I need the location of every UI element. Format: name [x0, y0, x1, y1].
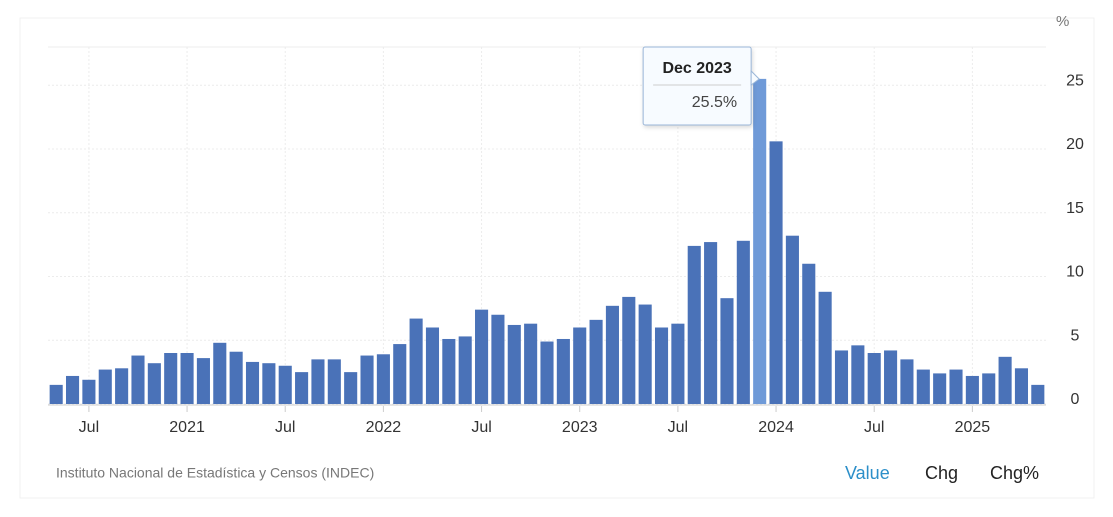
bar [540, 341, 554, 404]
bar [327, 359, 341, 404]
bar [965, 375, 979, 404]
bar [213, 342, 227, 404]
bar [360, 355, 374, 404]
bar [131, 355, 145, 404]
bar [393, 344, 407, 404]
bar [769, 141, 783, 404]
bar [65, 375, 80, 404]
bar [687, 245, 701, 404]
bar [573, 327, 587, 404]
bar [622, 296, 636, 404]
bar [491, 314, 505, 404]
bar [834, 350, 849, 404]
x-tick-label: 2025 [955, 419, 991, 436]
toggle-button[interactable]: Chg% [990, 463, 1039, 483]
bar [262, 363, 276, 404]
bar [1031, 384, 1045, 404]
bar [998, 356, 1012, 404]
toggle-button[interactable]: Chg [925, 463, 958, 483]
x-tick-label: Jul [668, 419, 688, 436]
tooltip-title: Dec 2023 [662, 60, 731, 77]
bar [180, 353, 194, 404]
bar [82, 379, 96, 404]
unit-label: % [1056, 13, 1069, 30]
bar [916, 369, 930, 404]
tooltip-pointer [750, 69, 760, 86]
bar [49, 384, 63, 404]
bar [196, 358, 210, 404]
bar [278, 365, 292, 404]
x-tick-label: Jul [79, 419, 99, 436]
bar [867, 353, 881, 404]
bar [933, 373, 947, 404]
bar [507, 324, 521, 404]
x-tick-label: Jul [864, 419, 884, 436]
bar [295, 372, 309, 404]
bar [851, 345, 865, 404]
x-tick-label: 2022 [366, 419, 402, 436]
bar [425, 327, 440, 404]
bar [556, 338, 570, 404]
bar [147, 363, 161, 404]
bar [164, 353, 178, 404]
card [19, 17, 1095, 499]
bar [229, 351, 243, 404]
bar [884, 350, 898, 404]
bar [785, 235, 799, 404]
bar [245, 361, 260, 404]
bar [671, 323, 685, 404]
bar [736, 240, 750, 404]
bar [605, 305, 619, 404]
bar [818, 291, 832, 404]
bar [344, 372, 358, 404]
bar [376, 354, 390, 404]
y-tick-label: 10 [1066, 264, 1084, 281]
bar [524, 323, 538, 404]
bar [311, 359, 325, 404]
bar [409, 318, 423, 404]
bar [654, 327, 669, 404]
x-tick-label: 2023 [562, 419, 598, 436]
bar [589, 319, 603, 404]
bar [1014, 368, 1029, 404]
x-tick-label: Jul [275, 419, 295, 436]
source: Instituto Nacional de Estadística y Cens… [56, 465, 374, 481]
bar [753, 78, 767, 404]
bar [720, 298, 734, 404]
bar [475, 309, 489, 404]
x-tick-label: Jul [471, 419, 491, 436]
bar [458, 336, 472, 404]
tooltip-value: 25.5% [692, 94, 737, 111]
bar [982, 373, 996, 404]
bar [802, 263, 816, 404]
bar [704, 242, 718, 404]
bar [442, 338, 456, 404]
y-tick-label: 5 [1071, 327, 1080, 344]
bar [900, 359, 914, 404]
y-tick-label: 25 [1066, 72, 1084, 89]
y-tick-label: 0 [1071, 391, 1080, 408]
y-tick-label: 20 [1066, 136, 1084, 153]
y-tick-label: 15 [1066, 200, 1084, 217]
toggle-button[interactable]: Value [845, 463, 890, 483]
bar [949, 369, 963, 404]
x-tick-label: 2024 [758, 419, 794, 436]
x-tick-label: 2021 [169, 419, 205, 436]
tooltip-box [642, 46, 752, 126]
bar [115, 368, 129, 404]
bar [638, 304, 652, 404]
bar [98, 369, 112, 404]
